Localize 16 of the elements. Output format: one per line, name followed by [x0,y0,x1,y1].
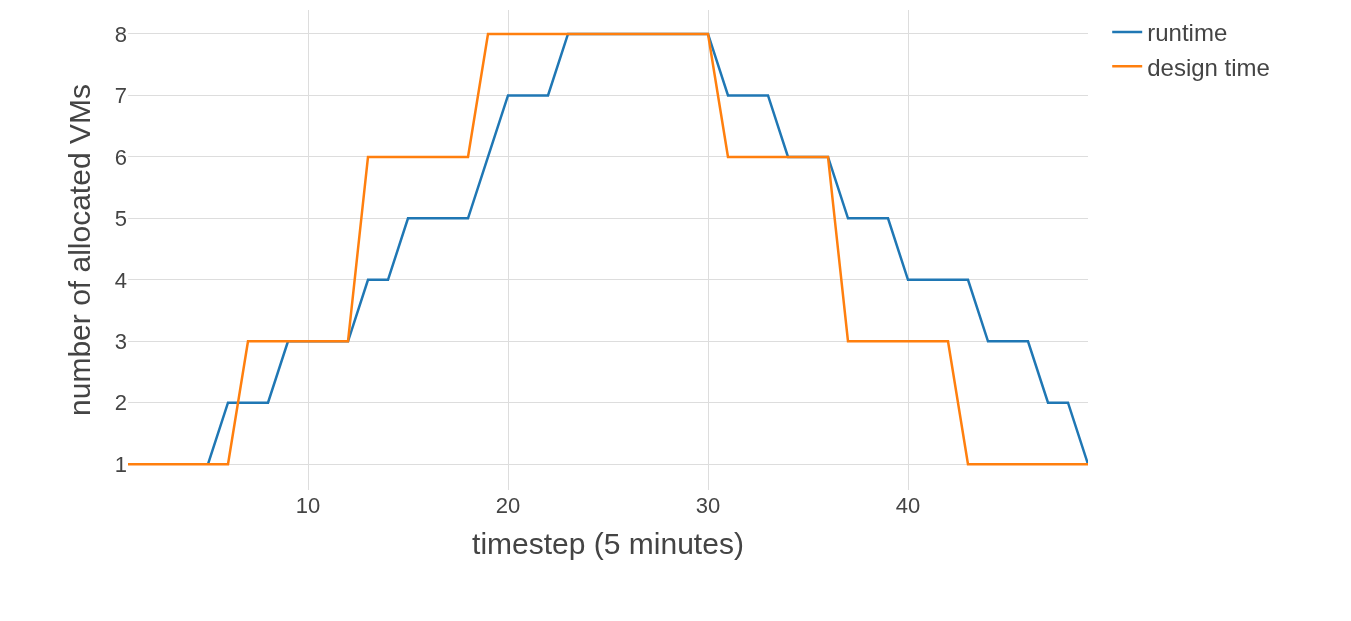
x-tick-label: 10 [295,493,321,518]
y-tick-label: 3 [114,328,127,354]
legend-label: runtime [1147,19,1228,47]
y-tick-label: 1 [114,451,127,477]
y-tick-label: 7 [114,83,127,109]
x-axis-title: timestep (5 minutes) [472,526,744,560]
y-tick-label: 2 [114,390,127,416]
x-tick-label: 40 [895,493,921,518]
y-tick-label: 6 [114,144,127,170]
x-tick-label: 30 [695,493,721,518]
y-axis-title: number of allocated VMs [62,84,96,416]
legend-label: design time [1147,53,1270,81]
y-tick-label: 5 [114,206,127,232]
y-tick-label: 8 [114,21,127,47]
x-tick-label: 20 [495,493,521,518]
y-tick-label: 4 [114,267,127,293]
